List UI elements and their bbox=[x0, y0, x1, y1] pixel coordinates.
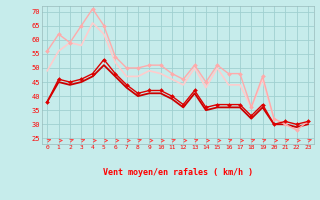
X-axis label: Vent moyen/en rafales ( km/h ): Vent moyen/en rafales ( km/h ) bbox=[103, 168, 252, 177]
